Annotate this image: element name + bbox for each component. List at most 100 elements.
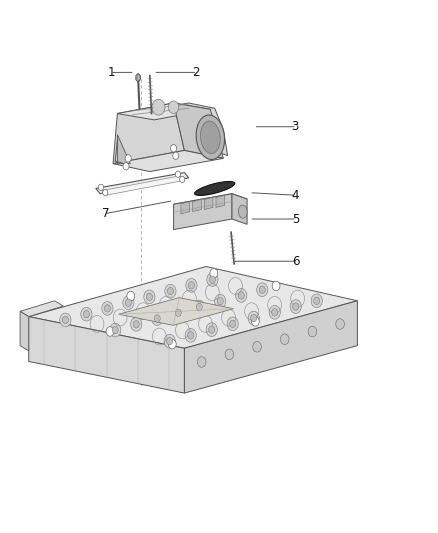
Circle shape <box>209 276 215 283</box>
Polygon shape <box>136 74 141 82</box>
Polygon shape <box>20 311 29 351</box>
Circle shape <box>180 176 185 183</box>
Circle shape <box>62 316 68 324</box>
Polygon shape <box>232 193 247 224</box>
Polygon shape <box>173 103 223 158</box>
Text: 6: 6 <box>292 255 299 268</box>
Circle shape <box>336 319 344 329</box>
Polygon shape <box>29 317 184 393</box>
Circle shape <box>257 283 268 296</box>
Circle shape <box>198 357 206 367</box>
Circle shape <box>196 303 202 311</box>
Circle shape <box>210 269 218 278</box>
Polygon shape <box>193 199 201 212</box>
Circle shape <box>173 152 179 159</box>
Circle shape <box>173 306 184 320</box>
Circle shape <box>123 296 134 310</box>
Circle shape <box>248 311 259 325</box>
Circle shape <box>144 290 155 304</box>
Circle shape <box>152 312 163 325</box>
Polygon shape <box>102 176 184 195</box>
Circle shape <box>253 342 261 352</box>
Circle shape <box>217 297 223 305</box>
Circle shape <box>154 315 160 322</box>
Polygon shape <box>119 297 234 325</box>
Ellipse shape <box>196 115 225 159</box>
Circle shape <box>133 321 139 328</box>
Polygon shape <box>113 150 223 172</box>
Text: 7: 7 <box>102 207 110 220</box>
Circle shape <box>188 281 194 289</box>
Text: 3: 3 <box>292 120 299 133</box>
Circle shape <box>251 317 259 326</box>
Polygon shape <box>216 195 225 207</box>
Text: 2: 2 <box>192 66 200 79</box>
Circle shape <box>272 309 278 316</box>
Circle shape <box>259 286 265 293</box>
Circle shape <box>175 171 180 177</box>
Text: 5: 5 <box>292 213 299 225</box>
Circle shape <box>81 308 92 321</box>
Polygon shape <box>113 103 184 164</box>
Circle shape <box>175 309 181 317</box>
Circle shape <box>125 155 131 162</box>
Polygon shape <box>117 135 131 164</box>
Circle shape <box>251 314 257 322</box>
Circle shape <box>164 334 175 348</box>
Circle shape <box>187 332 194 339</box>
Circle shape <box>99 184 103 191</box>
Circle shape <box>186 278 197 292</box>
Circle shape <box>168 101 179 114</box>
Circle shape <box>125 299 131 306</box>
Polygon shape <box>117 103 228 164</box>
Circle shape <box>165 284 176 298</box>
Circle shape <box>227 317 238 330</box>
Ellipse shape <box>238 205 247 218</box>
Polygon shape <box>184 301 357 393</box>
Circle shape <box>314 297 320 304</box>
Circle shape <box>185 328 196 342</box>
Polygon shape <box>96 173 189 193</box>
Circle shape <box>110 323 121 337</box>
Circle shape <box>83 311 89 318</box>
Circle shape <box>206 323 217 336</box>
Circle shape <box>112 326 118 334</box>
Circle shape <box>127 292 134 301</box>
Polygon shape <box>204 197 213 209</box>
Circle shape <box>215 294 226 308</box>
Ellipse shape <box>194 181 235 196</box>
Circle shape <box>194 300 205 314</box>
Circle shape <box>207 273 218 286</box>
Circle shape <box>170 144 177 152</box>
Circle shape <box>311 294 322 308</box>
Text: 1: 1 <box>108 66 115 79</box>
Circle shape <box>308 326 317 337</box>
Circle shape <box>272 281 280 290</box>
Circle shape <box>104 305 110 312</box>
Circle shape <box>167 337 173 345</box>
Circle shape <box>167 287 173 295</box>
Circle shape <box>152 99 165 115</box>
Circle shape <box>106 327 114 336</box>
Circle shape <box>225 349 234 360</box>
Polygon shape <box>173 193 232 230</box>
Circle shape <box>293 303 299 310</box>
Circle shape <box>102 190 108 196</box>
Circle shape <box>102 302 113 315</box>
Polygon shape <box>181 201 190 214</box>
Circle shape <box>238 292 244 299</box>
Circle shape <box>236 288 247 302</box>
Text: 4: 4 <box>292 189 299 202</box>
Ellipse shape <box>201 121 220 154</box>
Circle shape <box>168 340 176 349</box>
Circle shape <box>131 318 142 331</box>
Circle shape <box>123 163 129 170</box>
Circle shape <box>208 326 215 333</box>
Polygon shape <box>173 193 247 209</box>
Circle shape <box>280 334 289 344</box>
Circle shape <box>290 300 301 313</box>
Polygon shape <box>29 266 357 348</box>
Circle shape <box>60 313 71 327</box>
Polygon shape <box>20 301 64 317</box>
Circle shape <box>230 320 236 328</box>
